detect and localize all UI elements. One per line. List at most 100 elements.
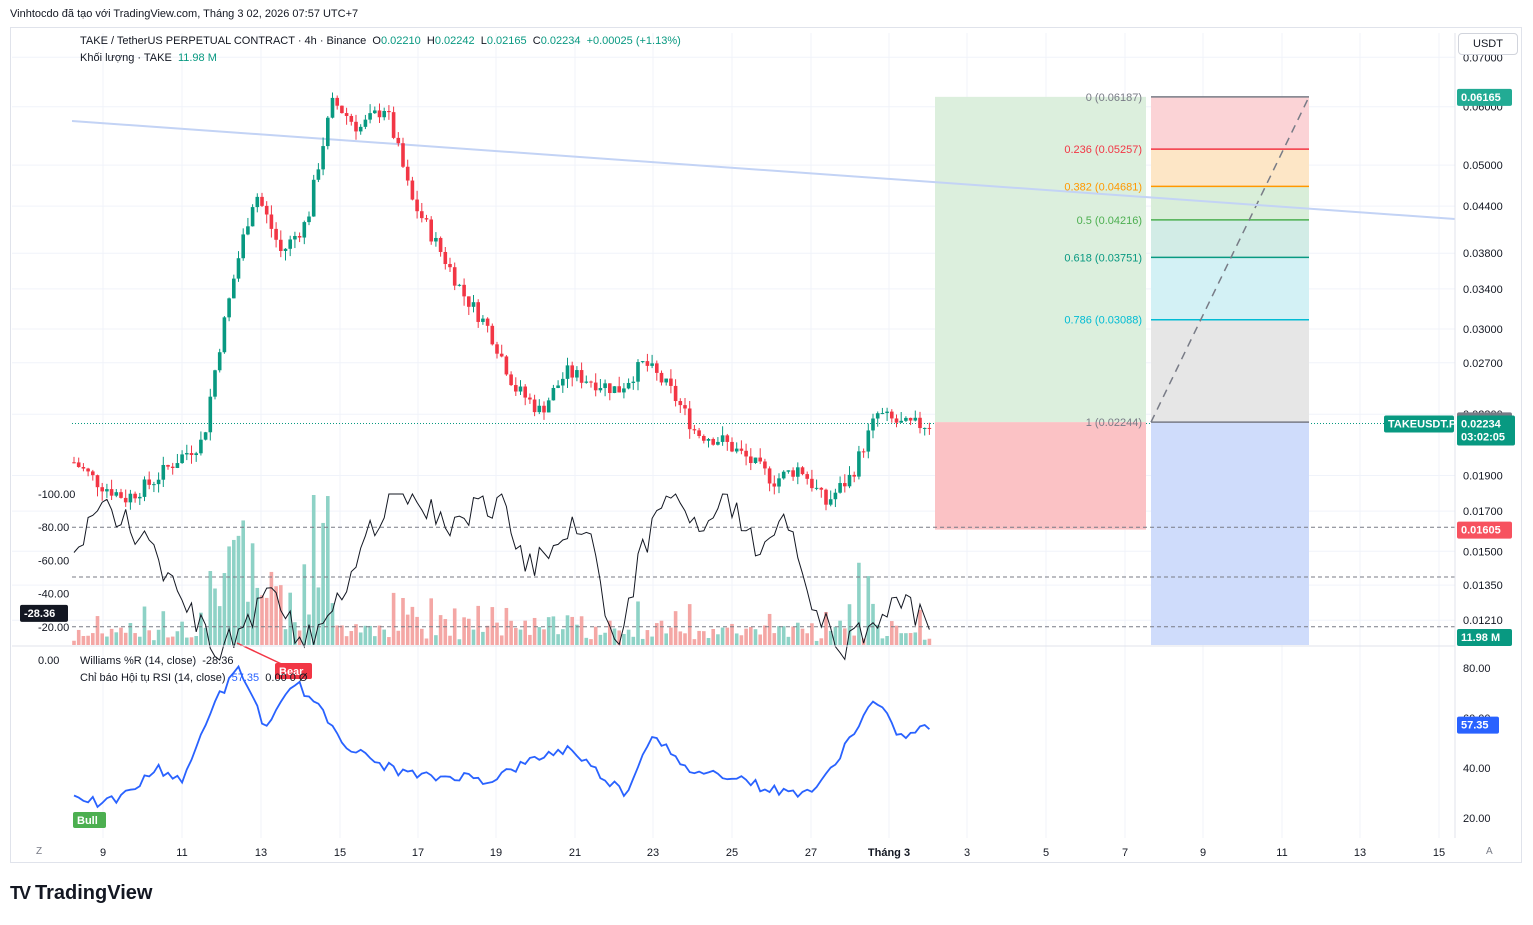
candle-body [208,396,213,433]
candle-body [885,411,889,414]
candle-body [683,405,687,409]
candle-body [800,467,805,475]
fib-band [1151,96,1309,150]
candle-body [514,385,518,392]
candle-body [321,146,325,170]
fib-band [1151,319,1309,423]
candle-body [358,126,363,132]
volume-bar [161,611,166,645]
candle-body [828,499,833,505]
volume-bars [72,495,932,645]
volume-bar [100,633,104,645]
volume-bar [781,626,786,645]
volume-bar [767,613,772,645]
auto-scale-button[interactable]: A [1486,846,1493,857]
volume-bar [673,611,678,645]
candle-body [814,487,819,489]
candle-body [420,211,424,219]
candle-body [185,453,189,455]
volume-bar [796,622,800,645]
volume-bar [523,620,527,645]
candle-body [189,453,194,456]
volume-bar [387,637,391,645]
volume-bar [828,630,833,645]
volume-bar [283,629,288,645]
candle-body [499,353,504,357]
candle-body [283,248,288,251]
volume-bar [669,627,673,645]
candle-body [744,450,748,457]
candle-body [138,496,142,499]
volume-bar [330,603,335,645]
volume-bar [636,601,640,645]
open-value: 0.02210 [380,35,421,47]
volume-bar [824,612,828,645]
candle-body [260,196,264,206]
candle-body [152,484,156,486]
volume-bar [810,623,814,645]
time-tick-label: 9 [1200,847,1206,859]
candle-body [546,400,551,413]
candle-body [645,361,650,366]
candle-body [843,483,847,487]
candle-body [340,105,344,114]
candle-body [509,374,513,386]
candle-body [631,381,636,383]
volume-bar [119,627,123,645]
volume-bar [264,597,269,645]
time-tick-label: 9 [100,847,106,859]
fib-level-label: 0.5 (0.04216) [1077,215,1142,227]
volume-bar [203,627,208,645]
rsi-legend[interactable]: Chỉ báo Hội tụ RSI (14, close) 57.35 0.0… [80,672,308,684]
fib-level-label: 0.236 (0.05257) [1064,144,1142,156]
candle-body [791,470,795,477]
volume-bar [76,629,81,645]
volume-bar [457,639,462,645]
volume-bar [579,616,584,645]
volume-bar [448,635,452,645]
volume-bar [307,614,311,645]
zoom-button[interactable]: Z [36,846,43,857]
volume-legend[interactable]: Khối lượng · TAKE 11.98 M [80,52,217,64]
price-tick-label: 0.01700 [1463,506,1503,518]
candle-body [758,457,762,462]
time-tick-label: 25 [726,847,738,859]
candle-body [669,378,673,386]
candle-body [307,216,311,223]
volume-bar [490,607,495,645]
volume-bar [899,633,903,645]
volume-bar [86,635,90,645]
candle-body [871,418,875,431]
williams-r-legend[interactable]: Williams %R (14, close) -28.36 [80,655,233,667]
rsi-extra: 0.00 0 Ø [265,672,308,684]
candle-body [570,365,574,378]
volume-bar [791,626,795,645]
symbol-price-tag-box [1384,415,1454,433]
candle-body [899,420,903,423]
volume-bar [711,628,715,645]
symbol-legend[interactable]: TAKE / TetherUS PERPETUAL CONTRACT · 4h … [80,35,681,47]
volume-bar [128,623,133,645]
candle-body [739,448,744,451]
tradingview-logo-icon: TV [10,883,31,903]
candle-body [706,439,711,441]
volume-bar [279,585,283,645]
volume-bar [739,635,744,645]
candle-body [415,199,419,212]
volume-bar [885,636,889,645]
tradingview-logo[interactable]: TV TradingView [10,882,152,905]
fib-level-label: 0.382 (0.04681) [1064,181,1142,193]
volume-bar [344,636,349,645]
price-tick-label: 0.03400 [1463,284,1503,296]
candle-body [655,363,659,373]
volume-bar [175,631,180,645]
volume-bar [617,630,621,645]
fib-level-label: 0 (0.06187) [1086,92,1142,104]
volume-bar [528,634,532,645]
currency-button[interactable]: USDT [1458,33,1518,55]
volume-bar [142,606,147,645]
volume-bar [786,636,791,645]
candle-body [429,219,433,242]
volume-label: Khối lượng · TAKE [80,52,172,64]
